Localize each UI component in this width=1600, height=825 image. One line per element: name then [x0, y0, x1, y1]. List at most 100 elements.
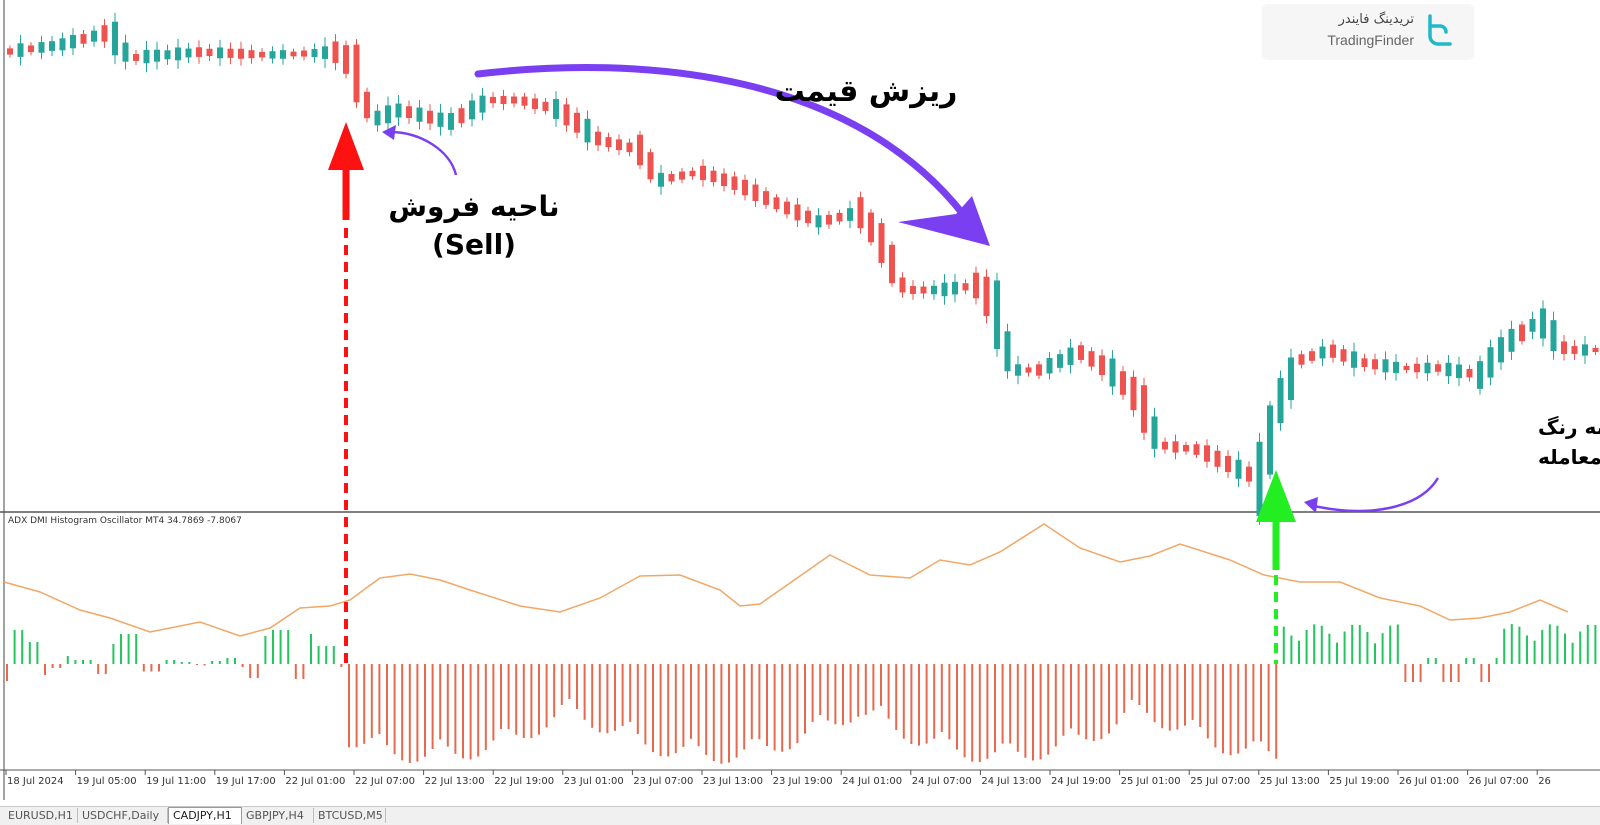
candle-body [469, 100, 475, 120]
candle-body [826, 214, 832, 225]
histogram-bar [720, 664, 723, 764]
candle-body [511, 96, 517, 104]
histogram-bar [439, 664, 442, 740]
chart-tab-eurusd-h1[interactable]: EURUSD,H1 [4, 808, 78, 823]
candle-body [920, 286, 927, 294]
histogram-bar [287, 630, 290, 664]
candle-body [1372, 359, 1378, 370]
histogram-bar [1237, 664, 1240, 754]
histogram-bar [804, 664, 806, 734]
candle-body [248, 50, 255, 59]
candle-body [1151, 416, 1158, 449]
histogram-bar [842, 664, 844, 726]
candle-body [437, 112, 444, 127]
histogram-bar [1123, 664, 1126, 713]
histogram-bar [659, 664, 662, 757]
histogram-bar [507, 664, 510, 730]
candle-body [416, 107, 423, 122]
candle-body [17, 43, 24, 57]
histogram-bar [1146, 664, 1148, 713]
candle-body [122, 42, 129, 62]
histogram-bar [1260, 664, 1262, 742]
candle-body [1288, 357, 1294, 401]
candle-body [1592, 347, 1599, 353]
histogram-bar [82, 660, 84, 664]
histogram-bar [553, 664, 556, 718]
histogram-bar [1115, 664, 1118, 725]
candle-body [1540, 308, 1546, 339]
candle-body [994, 280, 1000, 350]
candle-body [1382, 359, 1389, 373]
histogram-bar [500, 664, 502, 730]
histogram-bar [1199, 664, 1202, 727]
candle-body [784, 201, 790, 215]
histogram-bar [1282, 626, 1285, 664]
candle-body [742, 179, 748, 196]
histogram-bar [864, 664, 867, 715]
candle-body [1477, 361, 1483, 389]
histogram-bar [51, 664, 54, 668]
histogram-bar [948, 664, 951, 740]
sell-zone-sublabel: (Sell) [432, 228, 516, 261]
exit-label-line1: تغییر رنگ ADX به رنگ [1538, 415, 1600, 439]
indicator-pane: ADX DMI Histogram Oscillator MT4 34.7869… [3, 516, 1597, 764]
histogram-bar [386, 664, 388, 746]
histogram-bar [735, 664, 738, 758]
histogram-bar [576, 664, 578, 709]
small-curve-arrow-head-icon [382, 125, 396, 140]
candle-body [1256, 441, 1263, 516]
chart-tab-cadjpy-h1[interactable]: CADJPY,H1 [168, 807, 242, 824]
time-axis-label: 23 Jul 01:00 [564, 776, 624, 787]
histogram-bar [826, 664, 829, 721]
histogram-bar [1320, 625, 1323, 664]
histogram-bar [1389, 625, 1392, 664]
histogram-bar [218, 661, 221, 664]
histogram-bar [492, 664, 495, 741]
candle-body [847, 208, 853, 221]
candle-body [794, 204, 801, 221]
histogram-bar [796, 664, 799, 744]
histogram-bar [644, 664, 647, 745]
candle-body [1099, 355, 1105, 376]
histogram-bar [994, 664, 996, 753]
candle-body [584, 118, 591, 143]
candle-body [1036, 364, 1042, 376]
candle-body [1277, 378, 1284, 424]
candle-body [1214, 450, 1221, 467]
histogram-bar [462, 664, 464, 759]
histogram-bar [1032, 664, 1034, 761]
candle-body [1225, 455, 1231, 473]
histogram-bar [1564, 633, 1566, 664]
candle-body [637, 134, 643, 166]
histogram-bar [545, 664, 548, 728]
chart-tab-usdchf-daily[interactable]: USDCHF,Daily [78, 808, 168, 823]
candle-body [1498, 337, 1504, 363]
histogram-bar [340, 664, 343, 667]
histogram-bar [142, 664, 145, 672]
time-axis-label: 22 Jul 01:00 [285, 776, 345, 787]
histogram-bar [150, 664, 153, 672]
histogram-bar [667, 664, 670, 757]
time-axis-label: 26 Jul 01:00 [1399, 776, 1459, 787]
candle-body [332, 41, 339, 63]
exit-signal-marker [1256, 470, 1296, 664]
candle-body [427, 110, 433, 124]
time-axis-label: 19 Jul 17:00 [216, 776, 276, 787]
histogram-bar [1366, 631, 1369, 664]
histogram-bar [1419, 664, 1422, 682]
histogram-bar [325, 646, 328, 664]
histogram-bar [956, 664, 958, 750]
histogram-bar [104, 664, 107, 674]
candle-body [1456, 364, 1462, 379]
candle-body [1246, 466, 1252, 482]
candle-body [710, 170, 717, 183]
candle-body [1109, 358, 1116, 387]
candle-body [1235, 459, 1242, 479]
candle-body [28, 45, 34, 53]
chart-tab-gbpjpy-h4[interactable]: GBPJPY,H4 [242, 808, 314, 823]
candle-body [269, 51, 276, 59]
histogram-bar [1222, 664, 1224, 754]
histogram-bar [1358, 625, 1361, 664]
chart-tab-btcusd-m5[interactable]: BTCUSD,M5 [314, 808, 386, 823]
histogram-bar [1336, 642, 1338, 664]
